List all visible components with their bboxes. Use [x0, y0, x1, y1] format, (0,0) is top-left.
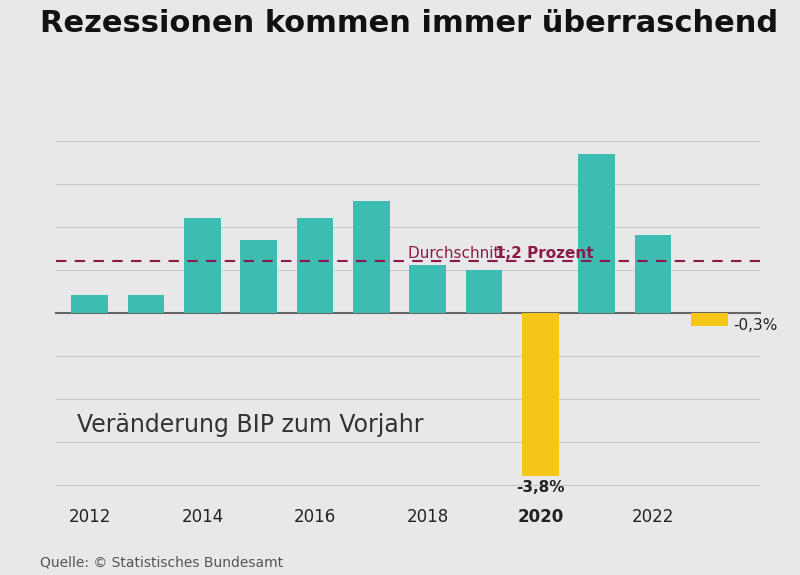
Bar	[466, 270, 502, 313]
Bar	[184, 218, 221, 313]
Bar	[634, 235, 671, 313]
Bar	[128, 296, 165, 313]
Text: -0,3%: -0,3%	[733, 318, 778, 333]
Bar	[353, 201, 390, 313]
Text: 2022: 2022	[632, 508, 674, 526]
Text: Rezessionen kommen immer überraschend: Rezessionen kommen immer überraschend	[40, 9, 778, 37]
Bar	[297, 218, 334, 313]
Bar	[71, 296, 108, 313]
Text: -3,8%: -3,8%	[516, 480, 565, 495]
Bar	[691, 313, 728, 325]
Text: 2012: 2012	[69, 508, 111, 526]
Text: 2018: 2018	[406, 508, 449, 526]
Bar	[241, 240, 277, 313]
Text: 1,2 Prozent: 1,2 Prozent	[494, 246, 594, 261]
Text: Durchschnitt:: Durchschnitt:	[408, 246, 520, 261]
Text: 2020: 2020	[518, 508, 563, 526]
Bar	[410, 266, 446, 313]
Text: 2016: 2016	[294, 508, 336, 526]
Bar	[522, 313, 558, 476]
Text: Veränderung BIP zum Vorjahr: Veränderung BIP zum Vorjahr	[77, 413, 424, 436]
Text: Quelle: © Statistisches Bundesamt: Quelle: © Statistisches Bundesamt	[40, 555, 283, 569]
Bar	[578, 154, 615, 313]
Text: 2014: 2014	[182, 508, 223, 526]
